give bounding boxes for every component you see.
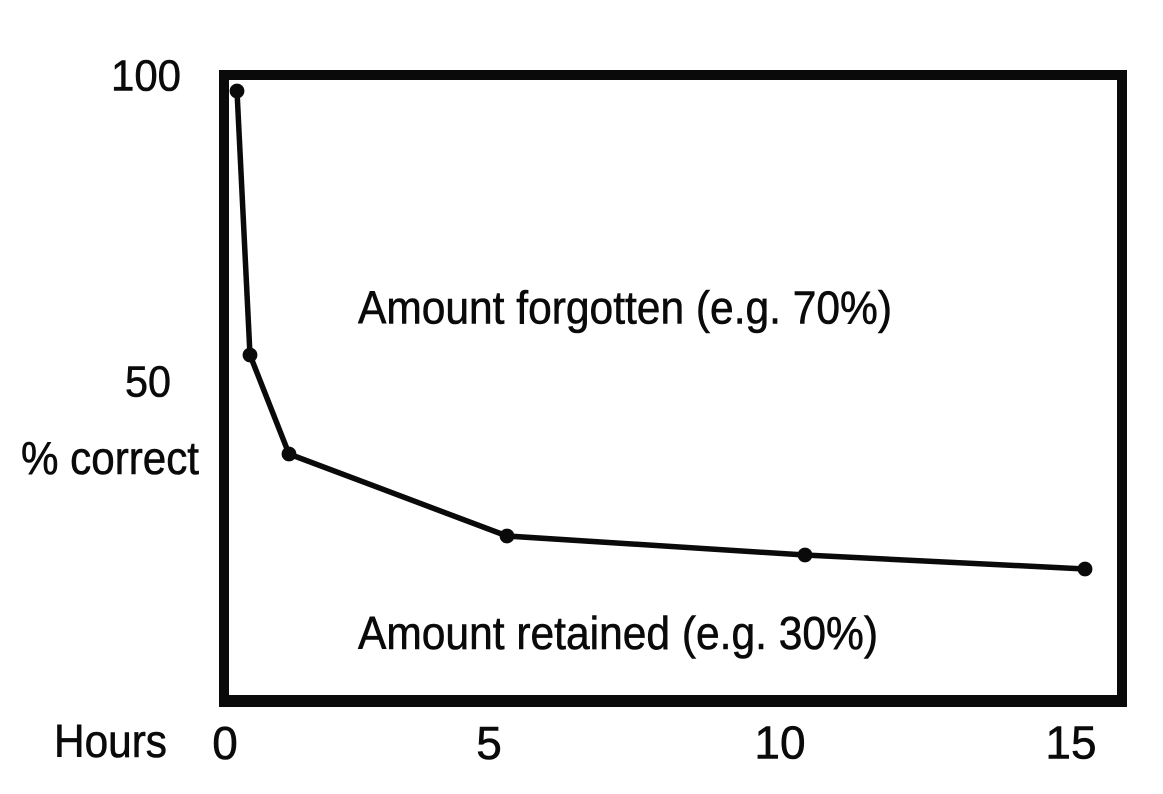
svg-text:15: 15 [1045, 717, 1096, 769]
svg-text:% correct: % correct [21, 432, 199, 484]
svg-text:Amount forgotten (e.g. 70%): Amount forgotten (e.g. 70%) [358, 282, 892, 334]
svg-text:50: 50 [125, 358, 171, 407]
svg-text:Amount retained (e.g. 30%): Amount retained (e.g. 30%) [358, 607, 878, 659]
svg-text:0: 0 [212, 717, 238, 769]
svg-text:10: 10 [754, 717, 805, 769]
svg-text:100: 100 [111, 52, 181, 101]
svg-text:Hours: Hours [54, 715, 167, 767]
svg-text:5: 5 [476, 717, 502, 769]
